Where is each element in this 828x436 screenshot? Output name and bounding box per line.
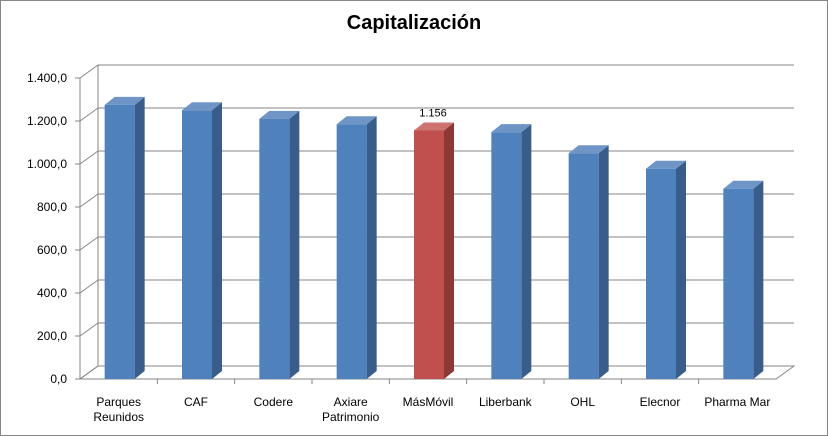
gridline-side [79, 322, 99, 337]
bar-side [598, 145, 609, 379]
bar [568, 153, 599, 379]
x-tick-label: Axiare [334, 395, 368, 409]
x-tick-label: CAF [184, 395, 208, 409]
bar-side [134, 96, 145, 379]
gridline-side [79, 64, 99, 79]
bar-top [646, 160, 686, 169]
bar [104, 104, 135, 379]
data-label: 1.156 [419, 107, 447, 119]
x-tick-label: OHL [570, 395, 595, 409]
gridline-side [79, 150, 99, 165]
bar-top [182, 102, 222, 111]
gridline-side [79, 236, 99, 251]
bar-side [676, 160, 686, 379]
bar [646, 168, 676, 379]
bar-side [521, 124, 532, 380]
gridline-side [79, 193, 99, 208]
bar [259, 118, 290, 379]
y-tick-label: 1.400,0 [27, 71, 67, 85]
y-tick-label: 1.200,0 [27, 114, 67, 128]
x-tick-label: Elecnor [640, 395, 681, 409]
bar-side [366, 116, 377, 379]
bar-top [568, 145, 609, 154]
chart-title: Capitalización [346, 12, 482, 34]
x-tick-label: Patrimonio [322, 410, 380, 424]
bar [414, 130, 444, 379]
bar [336, 124, 367, 379]
bar-side [212, 102, 222, 379]
gridline-side [79, 107, 99, 122]
bar [182, 110, 212, 379]
bar-top [414, 122, 454, 131]
bar-top [259, 110, 300, 119]
x-tick-label: Liberbank [479, 395, 533, 409]
gridline-side [79, 279, 99, 294]
x-tick-label: Reunidos [93, 410, 144, 424]
x-tick-label: MásMóvil [403, 395, 454, 409]
bar-side [289, 110, 300, 379]
y-tick-label: 0,0 [50, 372, 67, 386]
bar-side [753, 180, 764, 379]
y-tick-label: 600,0 [37, 243, 67, 257]
y-tick-label: 200,0 [37, 329, 67, 343]
y-tick-label: 400,0 [37, 286, 67, 300]
bar-top [104, 96, 145, 105]
bar [491, 132, 522, 379]
bar-top [491, 124, 532, 133]
bar-side [444, 122, 454, 380]
bar-top [723, 180, 764, 189]
x-tick-label: Parques [96, 395, 141, 409]
bar-top [336, 116, 377, 125]
x-tick-label: Codere [254, 395, 294, 409]
y-tick-label: 1.000,0 [27, 157, 67, 171]
x-tick-label: Pharma Mar [704, 395, 770, 409]
y-tick-label: 800,0 [37, 200, 67, 214]
bar [723, 188, 754, 379]
